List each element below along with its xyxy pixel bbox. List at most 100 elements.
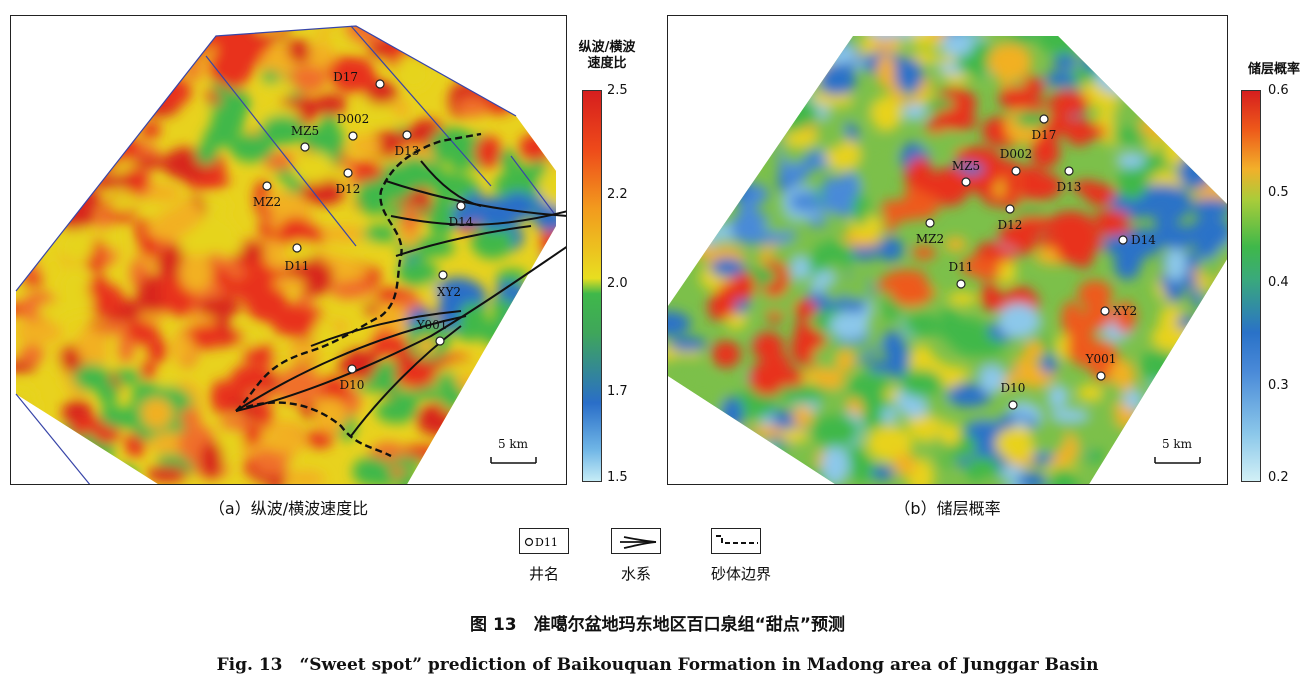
map-texture-blob [149,77,192,107]
scale-label: 5 km [1162,437,1193,451]
map-texture-blob [903,313,941,337]
map-texture-blob [313,94,348,115]
map-texture-blob [1065,117,1093,146]
map-texture-blob [38,467,83,484]
map-texture-blob [220,89,251,120]
map-texture-blob [1205,396,1224,412]
map-texture-blob [987,43,1032,81]
map-texture-blob [73,119,100,157]
map-texture-blob [42,191,83,209]
map-texture-blob [50,173,72,190]
map-texture-blob [1189,198,1227,218]
map-texture-blob [81,51,123,71]
map-texture-blob [1112,126,1144,144]
well-label: XY2 [1113,304,1137,318]
map-texture-blob [106,32,143,71]
scale-bar: 5 km [490,437,537,464]
map-texture-blob [542,141,556,159]
well-label: D002 [1000,147,1033,161]
map-texture-blob [538,117,556,136]
map-texture-blob [1201,155,1227,180]
colorbar-probability [1241,90,1261,482]
colorbar-tick: 0.5 [1268,185,1289,200]
map-texture-blob [1030,135,1061,168]
figure-caption-en: Fig. 13 “Sweet spot” prediction of Baiko… [216,655,1099,675]
map-texture-blob [668,63,696,81]
map-texture-blob [445,361,487,375]
map-texture-blob [738,197,758,235]
map-texture-blob [1107,36,1138,55]
map-texture-blob [998,463,1030,484]
well-label: D13 [395,144,420,158]
map-texture-blob [668,110,690,143]
map-texture-blob [16,189,34,213]
well-marker [956,279,966,289]
map-texture-blob [81,80,107,119]
map-texture-blob [890,278,933,307]
map-texture-blob [947,292,978,306]
map-texture-blob [484,49,517,65]
well-label: D11 [285,259,310,273]
map-texture-blob [16,320,63,345]
map-texture-blob [761,81,780,101]
map-texture-blob [458,301,488,341]
map-texture-blob [245,285,289,323]
map-texture-blob [793,299,817,319]
map-texture-blob [1015,171,1063,201]
map-texture-blob [1155,459,1178,475]
map-texture-blob [541,50,556,66]
map-texture-blob [668,218,691,237]
map-texture-blob [1002,172,1019,200]
map-texture-blob [140,121,162,139]
map-texture-blob [62,138,98,154]
map-texture-blob [77,114,97,128]
map-texture-blob [726,111,768,132]
map-texture-blob [676,240,710,258]
map-texture-blob [878,237,904,262]
map-texture-blob [427,198,454,238]
map-texture-blob [668,142,695,169]
map-texture-blob [1175,353,1204,383]
map-texture-blob [908,36,948,48]
well-marker [1064,166,1074,176]
map-texture-blob [507,63,530,101]
map-texture-blob [798,44,831,70]
map-texture-blob [720,396,744,432]
map-texture-blob [364,80,399,105]
map-texture-blob [1176,315,1196,330]
well-marker [1118,235,1128,245]
map-texture-blob [1077,384,1105,402]
well-marker [292,243,302,253]
map-texture-blob [1152,383,1184,419]
map-texture-blob [1116,169,1148,200]
map-texture-blob [16,301,26,317]
map-panel-vp-vs: D17 D002 MZ5 D13 D12 MZ2 D14 D11 XY2 Y001 D10 5 km [10,15,567,485]
map-texture-blob [1115,152,1146,169]
legend-water-symbol [611,528,661,554]
map-texture-blob [78,111,104,149]
colorbar-tick: 1.5 [607,470,628,485]
well-marker [262,181,272,191]
map-texture-blob [940,36,974,57]
map-texture-blob [499,148,519,171]
colorbar-title: 储层概率 [1247,62,1300,77]
legend-sand-label: 砂体边界 [710,565,771,583]
map-texture-blob [470,222,514,259]
map-texture-blob [1103,236,1124,255]
well-label: D14 [449,215,474,229]
map-texture-blob [668,454,696,484]
map-texture-blob [16,174,64,205]
map-texture-blob [696,54,739,81]
map-texture-blob [682,473,715,484]
map-texture-blob [912,245,936,260]
map-texture-blob [869,465,895,480]
map-texture-blob [89,86,119,121]
map-texture-blob [1188,215,1227,249]
map-texture-blob [329,279,376,300]
map-texture-blob [761,80,785,98]
map-texture-blob [881,199,899,233]
map-texture-blob [778,383,827,403]
map-texture-blob [518,134,552,162]
map-texture-blob [847,373,891,402]
map-texture-blob [475,401,499,429]
